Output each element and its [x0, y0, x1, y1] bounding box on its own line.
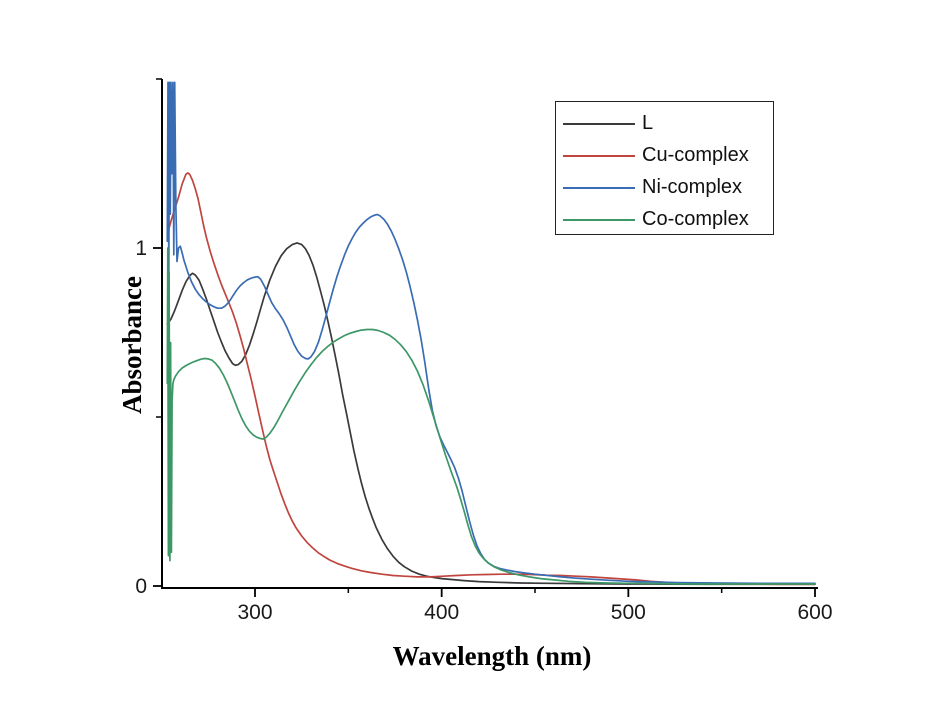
- legend-entry-co-complex: Co-complex: [556, 204, 773, 236]
- x-tick-label-500: 500: [611, 601, 646, 624]
- y-tick-label-1: 1: [135, 237, 147, 260]
- legend-label: Cu-complex: [642, 144, 749, 166]
- x-axis-title: Wavelength (nm): [393, 641, 592, 671]
- legend-entry-l: L: [556, 108, 773, 140]
- series-line-ni-complex: [166, 81, 816, 585]
- series-line-cu-complex: [166, 172, 816, 586]
- legend-label: L: [642, 112, 654, 134]
- axes-layer: [161, 79, 818, 589]
- x-tick-label-300: 300: [237, 601, 272, 624]
- y-tick-label-0: 0: [135, 575, 147, 598]
- ticks-layer: 300 400 500 600 0 1: [135, 78, 833, 624]
- legend-line-sample: [563, 187, 635, 189]
- legend-line-sample: [563, 155, 635, 157]
- x-tick-label-600: 600: [797, 601, 832, 624]
- legend-line-sample: [563, 219, 635, 221]
- legend-label: Co-complex: [642, 208, 749, 230]
- series-line-co-complex: [166, 247, 816, 585]
- legend-entry-cu-complex: Cu-complex: [556, 140, 773, 172]
- y-axis-title: Absorbance: [117, 276, 147, 414]
- legend-label: Ni-complex: [642, 176, 743, 198]
- legend-entry-ni-complex: Ni-complex: [556, 172, 773, 204]
- x-tick-label-400: 400: [424, 601, 459, 624]
- curves-layer: [166, 81, 816, 586]
- legend-line-sample: [563, 123, 635, 125]
- series-line-l: [166, 242, 816, 586]
- legend: L Cu-complex Ni-complex Co-complex: [555, 101, 774, 235]
